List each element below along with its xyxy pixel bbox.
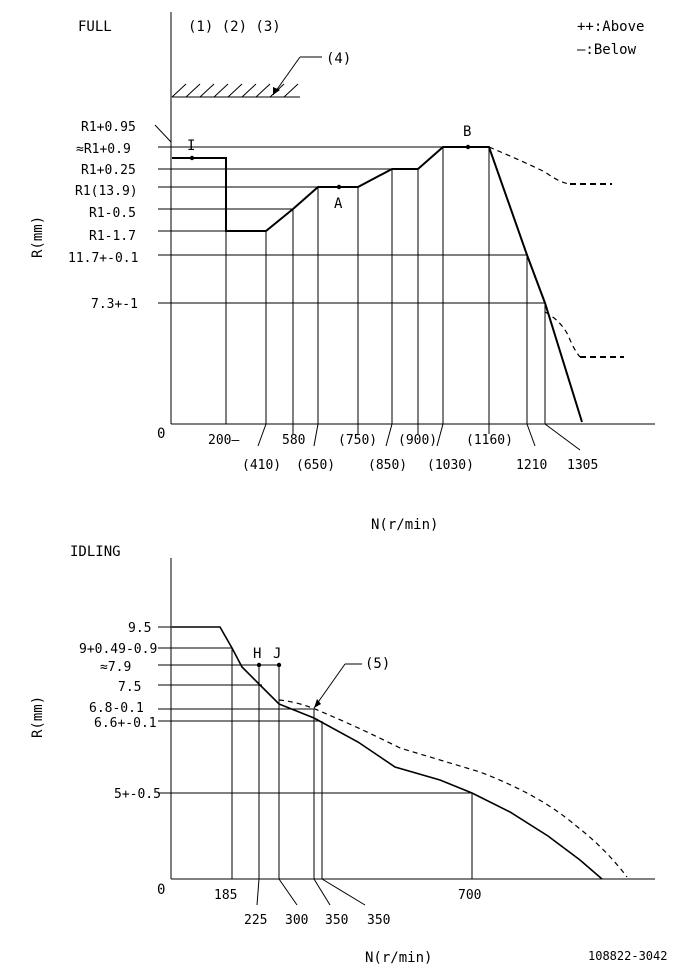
- full-ylabel-3: R1(13.9): [75, 184, 138, 199]
- full-ylabel-2: R1+0.25: [81, 163, 136, 178]
- full-lower-dashed: [544, 311, 581, 358]
- full-origin: 0: [157, 426, 165, 442]
- full-xlabel-1160: (1160): [466, 433, 513, 448]
- point-J: J: [273, 646, 281, 662]
- full-xlabel-1030: (1030): [427, 458, 474, 473]
- full-xlabel-850: (850): [368, 458, 407, 473]
- idling-title: IDLING: [70, 544, 121, 560]
- full-xlabel-1210: 1210: [516, 458, 547, 473]
- point-B: B: [463, 124, 471, 140]
- idling-ylabel-2: ≈7.9: [100, 660, 131, 675]
- full-ylabel-7: 7.3+-1: [91, 297, 138, 312]
- full-curve: [172, 146, 583, 423]
- full-ylabel-5: R1-1.7: [89, 229, 136, 244]
- full-xlabel-650: (650): [296, 458, 335, 473]
- full-upper-dashed: [488, 146, 571, 185]
- idling-xlabel-350b: 350: [367, 913, 390, 928]
- idling-ylabel-1: 9+0.49-0.9: [79, 642, 157, 657]
- full-xlabel-1305: 1305: [567, 458, 598, 473]
- full-ylabel-6: 11.7+-0.1: [68, 251, 138, 266]
- full-xlabel-200: 200—: [208, 433, 239, 448]
- idling-ylabel-6: 5+-0.5: [114, 787, 161, 802]
- full-ylabel-4: R1-0.5: [89, 206, 136, 221]
- point-I: I: [187, 138, 195, 154]
- full-markers-top: (1) (2) (3): [188, 19, 281, 35]
- hatch-label: (4): [326, 51, 351, 67]
- stopper-hatch: [171, 56, 322, 98]
- idling-xlabel-185: 185: [214, 888, 237, 903]
- idling-ylabel-4: 6.8-0.1: [89, 701, 144, 716]
- legend-below: —:Below: [577, 42, 637, 58]
- idling-xlabel-350a: 350: [325, 913, 348, 928]
- legend-above: ++:Above: [577, 19, 644, 35]
- full-ylabel-0: R1+0.95: [81, 120, 136, 135]
- idling-xlabel-700: 700: [458, 888, 481, 903]
- full-chart: FULL (1) (2) (3) ++:Above —:Below 0 R(mm…: [30, 12, 655, 533]
- idling-origin: 0: [157, 882, 165, 898]
- idling-xlabel-225: 225: [244, 913, 267, 928]
- idling-x-axis-label: N(r/min): [365, 950, 432, 966]
- full-y-axis-label: R(mm): [30, 216, 46, 258]
- full-x-axis-label: N(r/min): [371, 517, 438, 533]
- idling-y-axis-label: R(mm): [30, 696, 46, 738]
- full-ylabel-1: ≈R1+0.9: [76, 142, 131, 157]
- full-xlabel-750: (750): [338, 433, 377, 448]
- idling-ylabel-5: 6.6+-0.1: [94, 716, 157, 731]
- idling-ylabel-3: 7.5: [118, 680, 141, 695]
- idling-curve-label: (5): [365, 656, 390, 672]
- full-title: FULL: [78, 19, 112, 35]
- footer-code: 108822-3042: [588, 949, 667, 963]
- idling-ylabel-0: 9.5: [128, 621, 151, 636]
- full-xlabel-900: (900): [398, 433, 437, 448]
- idling-xlabel-300: 300: [285, 913, 308, 928]
- full-xlabel-580: 580: [282, 433, 305, 448]
- idling-dashed-curve: [278, 699, 628, 878]
- idling-curve: [172, 626, 603, 880]
- point-H: H: [253, 646, 261, 662]
- full-xlabel-410: (410): [242, 458, 281, 473]
- point-A: A: [334, 196, 343, 212]
- idling-chart: IDLING 0 R(mm) N(r/min) 9.5 9+0.49-0.9 ≈…: [30, 544, 655, 966]
